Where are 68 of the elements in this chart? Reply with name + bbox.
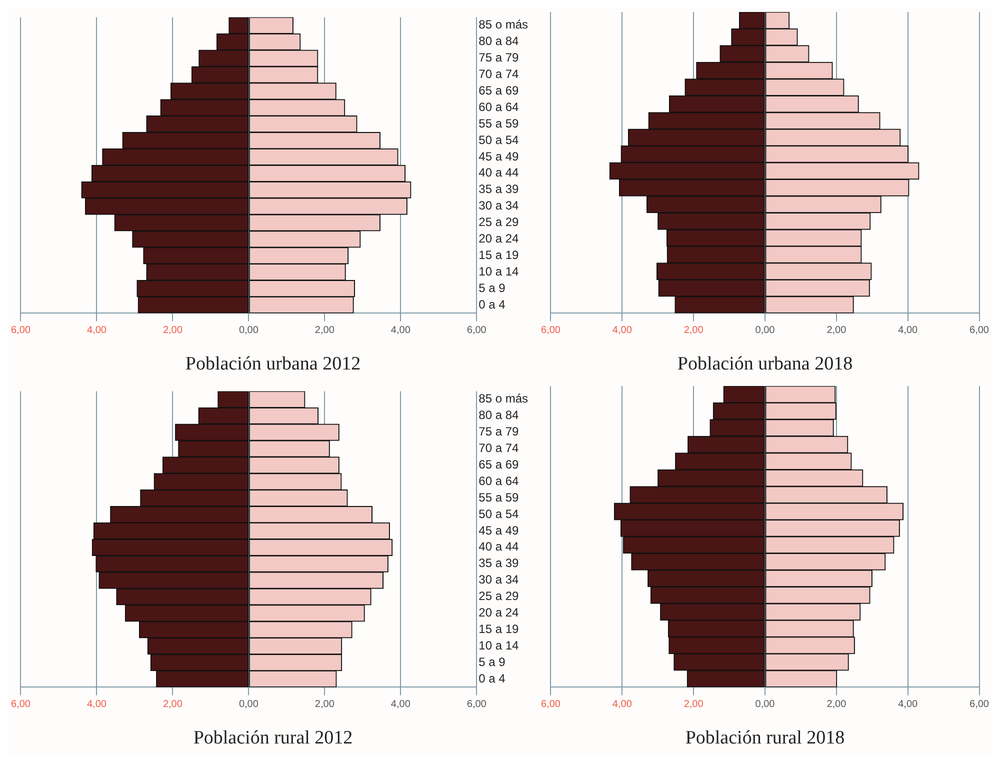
x-tick-label: 0,00 — [755, 698, 776, 710]
y-tick-label: 25 a 29 — [478, 589, 520, 604]
y-tick-label: 10 a 14 — [478, 638, 520, 652]
y-tick-label: 20 a 24 — [478, 606, 520, 620]
x-tick-label: 4,00 — [612, 324, 632, 336]
y-tick-label: 45 a 49 — [478, 149, 520, 164]
x-tick-label: 6,00 — [540, 698, 561, 710]
x-tick-label: 6,00 — [970, 698, 990, 710]
text: Población urbana 2018 — [677, 354, 853, 375]
x-tick-label: 2,00 — [684, 698, 704, 710]
y-tick-label: 70 a 74 — [478, 67, 520, 82]
y-tick-label: 30 a 34 — [478, 198, 520, 213]
x-tick-label: 6,00 — [540, 324, 561, 336]
x-tick-label: 6,00 — [466, 324, 487, 336]
y-tick-label: 5 a 9 — [478, 654, 506, 669]
y-tick-label: 15 a 19 — [478, 622, 520, 636]
x-tick-label: 4,00 — [86, 698, 107, 710]
y-tick-label: 55 a 59 — [478, 490, 520, 504]
x-tick-label: 2,00 — [826, 324, 847, 336]
x-tick-label: 6,00 — [970, 324, 990, 336]
x-tick-label: 2,00 — [314, 324, 335, 336]
y-tick-label: 40 a 44 — [478, 540, 520, 554]
x-tick-label: 4,00 — [612, 698, 632, 710]
y-tick-label: 50 a 54 — [478, 132, 520, 147]
y-tick-label: 60 a 64 — [478, 100, 520, 114]
y-tick-label: 0 a 4 — [478, 297, 506, 312]
y-tick-label: 0 a 4 — [478, 671, 506, 686]
y-tick-label: 10 a 14 — [478, 264, 520, 278]
x-tick-label: 4,00 — [86, 324, 107, 336]
y-tick-label: 70 a 74 — [478, 441, 520, 456]
y-tick-label: 75 a 79 — [478, 424, 520, 439]
text: Población urbana 2012 — [185, 354, 361, 375]
y-tick-label: 15 a 19 — [478, 248, 520, 262]
y-tick-label: 75 a 79 — [478, 50, 520, 65]
x-tick-label: 6,00 — [466, 698, 487, 710]
x-tick-label: 6,00 — [10, 698, 31, 710]
y-tick-label: 55 a 59 — [478, 116, 520, 130]
y-tick-label: 30 a 34 — [478, 572, 520, 587]
y-tick-label: 65 a 69 — [478, 458, 520, 472]
y-tick-label: 5 a 9 — [478, 280, 506, 295]
x-tick-label: 4,00 — [898, 698, 918, 710]
y-tick-label: 85 o más — [478, 18, 528, 32]
text: Población rural 2018 — [685, 728, 845, 749]
x-tick-label: 4,00 — [390, 324, 411, 336]
y-tick-label: 35 a 39 — [478, 182, 520, 196]
x-tick-label: 0,00 — [755, 324, 776, 336]
x-tick-label: 2,00 — [314, 698, 335, 710]
y-tick-label: 25 a 29 — [478, 215, 520, 230]
x-tick-label: 6,00 — [10, 324, 31, 336]
x-tick-label: 0,00 — [238, 698, 259, 710]
y-tick-label: 80 a 84 — [478, 34, 520, 48]
y-tick-label: 50 a 54 — [478, 506, 520, 521]
y-tick-label: 80 a 84 — [478, 408, 520, 422]
y-tick-label: 65 a 69 — [478, 84, 520, 98]
y-tick-label: 40 a 44 — [478, 166, 520, 180]
y-tick-label: 20 a 24 — [478, 232, 520, 246]
y-tick-label: 85 o más — [478, 392, 528, 406]
x-tick-label: 4,00 — [390, 698, 411, 710]
x-tick-label: 0,00 — [238, 324, 259, 336]
x-tick-label: 4,00 — [898, 324, 918, 336]
y-tick-label: 60 a 64 — [478, 474, 520, 488]
x-tick-label: 2,00 — [684, 324, 704, 336]
text: Población rural 2012 — [193, 728, 353, 749]
x-tick-label: 2,00 — [162, 324, 183, 336]
x-tick-label: 2,00 — [162, 698, 183, 710]
y-tick-label: 45 a 49 — [478, 523, 520, 538]
y-tick-label: 35 a 39 — [478, 556, 520, 570]
x-tick-label: 2,00 — [826, 698, 847, 710]
